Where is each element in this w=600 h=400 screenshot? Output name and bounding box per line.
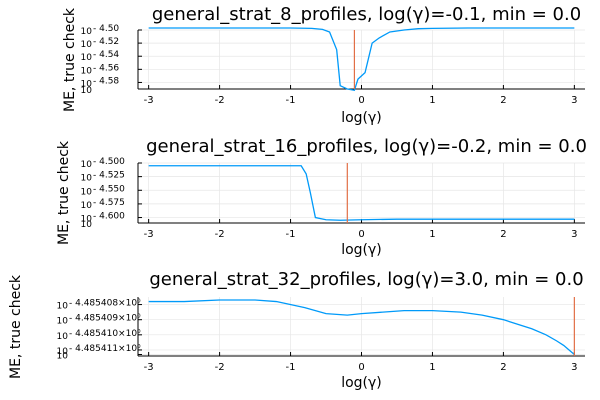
y-tick-label-exponent: - 4.525: [93, 171, 125, 181]
x-axis-label: log(γ): [341, 242, 382, 258]
y-tick-label-exponent: - 4.52: [93, 37, 119, 47]
x-tick-label: 2: [500, 229, 506, 240]
y-tick-label-exponent: - 4.50: [93, 24, 119, 34]
x-tick-label: -2: [215, 229, 225, 240]
x-tick-label: -3: [144, 95, 154, 106]
y-axis-label: ME, true check: [62, 7, 78, 112]
y-tick-label-base: 10: [57, 332, 69, 342]
x-tick-label: 0: [358, 95, 364, 106]
x-tick-label: -2: [215, 95, 225, 106]
y-tick-label-base: 10: [81, 215, 93, 225]
y-tick-label-base: 10: [81, 174, 93, 184]
y-tick-label-exponent: - 4.54: [93, 50, 119, 60]
x-tick-label: -1: [286, 229, 296, 240]
x-axis-label: log(γ): [341, 110, 382, 126]
x-tick-label: 3: [571, 229, 577, 240]
x-tick-label: 3: [571, 362, 577, 373]
x-tick-label: -3: [144, 362, 154, 373]
y-tick-label-base: 10: [81, 187, 93, 197]
x-tick-label: 0: [358, 229, 364, 240]
y-tick-label-base: 10: [81, 220, 93, 230]
y-tick-label-exponent: - 4.485411×10⁰: [69, 344, 141, 354]
y-tick-label-exponent: - 4.58: [93, 76, 119, 86]
y-tick-label-base: 10: [57, 347, 69, 357]
series-line: [148, 27, 575, 92]
x-tick-label: 2: [500, 95, 506, 106]
y-tick-label-base: 10: [81, 53, 93, 63]
series-line: [148, 165, 575, 221]
y-axis-label: ME, true check: [56, 140, 72, 245]
y-tick-label-base: 10: [81, 160, 93, 170]
series-line: [148, 299, 575, 355]
y-tick-label-exponent: - 4.485410×10⁰: [69, 329, 141, 339]
y-tick-label-exponent: - 4.550: [93, 184, 125, 194]
x-tick-label: 1: [429, 362, 435, 373]
y-tick-label-base: 10: [57, 351, 69, 361]
y-tick-label-exponent: - 4.56: [93, 63, 119, 73]
x-tick-label: 1: [429, 229, 435, 240]
y-tick-label-base: 10: [57, 317, 69, 327]
y-tick-label-base: 10: [81, 201, 93, 211]
chart-title: general_strat_8_profiles, log(γ)=-0.1, m…: [152, 4, 581, 25]
x-tick-label: 2: [500, 362, 506, 373]
y-tick-label-base: 10: [81, 79, 93, 89]
y-tick-label-base: 10: [81, 66, 93, 76]
y-tick-label-base: 10: [81, 86, 93, 96]
y-tick-label-exponent: - 4.485409×10⁰: [69, 314, 141, 324]
x-tick-label: 3: [571, 95, 577, 106]
x-axis-label: log(γ): [341, 375, 382, 391]
y-tick-label-exponent: - 4.485408×10⁰: [69, 299, 141, 309]
x-tick-label: -1: [286, 95, 296, 106]
x-tick-label: -1: [286, 362, 296, 373]
x-tick-label: 1: [429, 95, 435, 106]
chart-title: general_strat_32_profiles, log(γ)=3.0, m…: [149, 269, 583, 290]
x-tick-label: -3: [144, 229, 154, 240]
y-tick-label-base: 10: [81, 27, 93, 37]
y-tick-label-exponent: - 4.575: [93, 198, 125, 208]
y-tick-label-exponent: - 4.500: [93, 157, 125, 167]
y-tick-label-base: 10: [57, 302, 69, 312]
chart-title: general_strat_16_profiles, log(γ)=-0.2, …: [146, 136, 587, 157]
y-tick-label-exponent: - 4.600: [93, 212, 125, 222]
x-tick-label: -2: [215, 362, 225, 373]
x-tick-label: 0: [358, 362, 364, 373]
y-tick-label-base: 10: [81, 40, 93, 50]
y-axis-label: ME, true check: [8, 274, 24, 379]
